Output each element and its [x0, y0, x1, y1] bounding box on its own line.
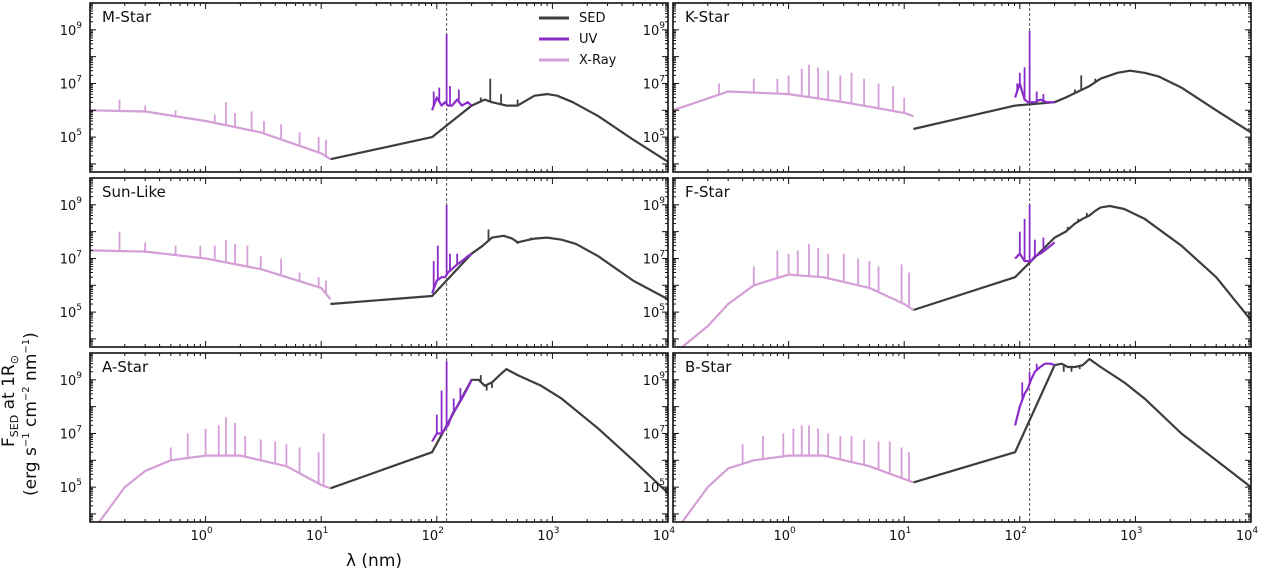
sed-line [913, 357, 1251, 488]
panel-3: 105 107 109 F-Star [643, 177, 1252, 348]
y-label-sup1: −1 [21, 432, 32, 447]
y-tick-label: 107 [643, 424, 665, 442]
y-tick-label: 105 [60, 478, 82, 496]
panel-4: 105 107 109 100 101 102 103 104 A-Star [60, 352, 676, 544]
x-tick-label: 102 [1005, 526, 1027, 544]
panel-frame [89, 177, 669, 348]
panel-frame [672, 352, 1252, 523]
y-tick-label: 107 [60, 249, 82, 267]
y-label-sub: SED [8, 415, 21, 437]
xray-line [673, 90, 914, 118]
x-tick-label: 101 [889, 526, 911, 544]
uv-line [1014, 362, 1055, 426]
plot-area [681, 178, 1251, 347]
y-label-f: F [0, 437, 19, 447]
legend: SED UV X-Ray [539, 11, 617, 68]
panel-0: 105 107 109 M-Star SED UV X-Ray [60, 2, 669, 173]
panel-title: F-Star [685, 183, 731, 201]
sed-line [913, 69, 1251, 134]
uv-line [431, 252, 473, 294]
y-tick-label: 105 [643, 478, 665, 496]
y-tick-label: 105 [60, 128, 82, 146]
plot-area [90, 178, 668, 347]
panels-group: 105 107 109 M-Star SED UV X-Ray 105 107 109 K-Star… [60, 2, 1259, 544]
y-label-mid2: nm [21, 354, 41, 387]
panel-frame [672, 2, 1252, 173]
y-tick-label: 105 [643, 128, 665, 146]
y-label-sup3: −1 [21, 339, 32, 354]
uv-line [1014, 241, 1056, 263]
x-tick-label: 104 [653, 526, 676, 544]
y-axis-label-line2: (erg s−1 cm−2 nm−1) [21, 332, 41, 496]
panel-title: A-Star [102, 358, 149, 376]
x-axis-label: λ (nm) [346, 551, 402, 571]
xray-line [90, 109, 331, 161]
panel-frame [89, 2, 669, 173]
x-tick-label: 102 [422, 526, 444, 544]
sed-line [330, 368, 668, 494]
y-tick-label: 109 [60, 21, 83, 39]
uv-line [431, 379, 473, 443]
y-tick-label: 109 [643, 371, 666, 389]
y-tick-label: 107 [60, 74, 82, 92]
x-tick-label: 101 [306, 526, 328, 544]
y-label-sup2: −2 [21, 386, 32, 401]
x-tick-label: 103 [1120, 526, 1142, 544]
x-tick-label: 100 [190, 526, 213, 544]
panel-title: B-Star [685, 358, 732, 376]
panel-2: 105 107 109 Sun-Like [60, 177, 669, 348]
x-tick-label: 100 [773, 526, 796, 544]
legend-label: SED [579, 11, 605, 26]
xray-line [90, 249, 332, 300]
panel-title: K-Star [685, 8, 730, 26]
y-tick-label: 107 [643, 249, 665, 267]
sed-line [913, 204, 1251, 321]
legend-label: UV [579, 32, 598, 47]
y-tick-label: 109 [60, 196, 83, 214]
panel-frame [672, 177, 1252, 348]
legend-label: X-Ray [579, 53, 617, 68]
sed-line [330, 234, 668, 306]
sed-line [330, 92, 668, 163]
uv-line [1014, 82, 1055, 104]
plot-area [90, 3, 668, 172]
y-tick-label: 105 [643, 303, 665, 321]
y-tick-label: 107 [60, 424, 82, 442]
y-axis-label-line1: FSED at 1R⊙ [0, 355, 21, 447]
y-tick-label: 109 [643, 21, 666, 39]
y-axis-label: FSED at 1R⊙ (erg s−1 cm−2 nm−1) [0, 332, 41, 496]
xray-line [98, 454, 331, 522]
panel-5: 105 107 109 100 101 102 103 104 B-Star [643, 352, 1259, 544]
y-label-post: ) [21, 332, 41, 339]
plot-area [681, 353, 1251, 522]
xray-line [681, 454, 914, 522]
panel-1: 105 107 109 K-Star [643, 2, 1252, 173]
x-tick-label: 103 [537, 526, 559, 544]
y-label-pre: (erg s [21, 447, 41, 496]
plot-area [98, 353, 668, 522]
y-tick-label: 105 [60, 303, 82, 321]
uv-line [431, 96, 473, 111]
plot-area [673, 3, 1251, 172]
y-tick-label: 107 [643, 74, 665, 92]
panel-title: M-Star [102, 8, 152, 26]
panel-title: Sun-Like [102, 183, 166, 201]
panel-frame [89, 352, 669, 523]
y-label-rest: at 1R [0, 364, 19, 415]
y-label-mid: cm [21, 401, 41, 432]
y-label-sun: ⊙ [8, 355, 21, 364]
x-tick-label: 104 [1236, 526, 1259, 544]
y-tick-label: 109 [643, 196, 666, 214]
y-tick-label: 109 [60, 371, 83, 389]
